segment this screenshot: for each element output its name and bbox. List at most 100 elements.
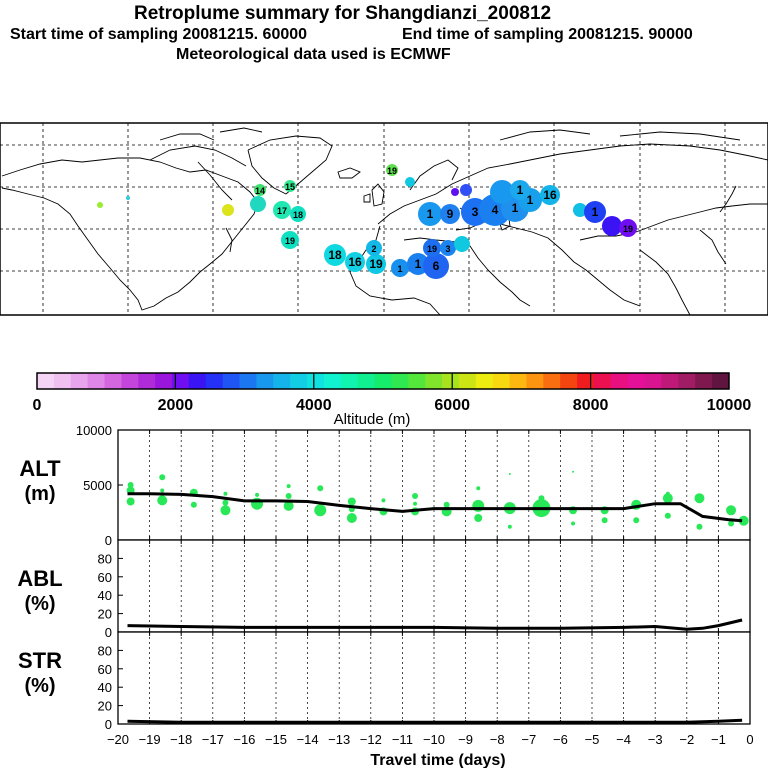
- str-panel: 0 20 40 60 80 STR(%): [18, 631, 751, 732]
- plume-marker: [250, 196, 266, 212]
- alt-point: [571, 521, 576, 526]
- colorbar-cell: [458, 373, 477, 389]
- plume-marker: [222, 204, 234, 216]
- alt-point: [474, 514, 483, 522]
- abl-line: [127, 618, 743, 631]
- plume-marker: [391, 259, 409, 277]
- alt-point: [381, 498, 386, 503]
- alt-point: [347, 497, 356, 506]
- plume-label: 15: [285, 182, 295, 192]
- x-tick-label: −3: [648, 732, 663, 747]
- plume-marker: [290, 206, 306, 222]
- colorbar-cell: [627, 373, 646, 389]
- alt-point: [696, 523, 703, 530]
- alt-point: [633, 517, 640, 524]
- x-tick-label: −17: [202, 732, 224, 747]
- colorbar-cell: [222, 373, 241, 389]
- alt-point: [443, 501, 450, 508]
- alt-point: [664, 512, 671, 519]
- colorbar-cell: [138, 373, 156, 389]
- y-tick-label: 40: [98, 588, 112, 603]
- x-tick-label: −12: [360, 732, 382, 747]
- plume-label: 1: [527, 193, 534, 207]
- alt-point: [220, 505, 231, 516]
- x-tick-label: −1: [711, 732, 726, 747]
- plume-marker: [510, 180, 530, 200]
- travel-time-axis: −20 −19 −18 −17 −16 −15 −14 −13 −12 −11 −10 −9 −8 −7−…: [107, 732, 754, 768]
- plume-label: 3: [445, 244, 450, 254]
- colorbar-cell: [290, 373, 308, 389]
- alt-point: [412, 493, 419, 499]
- plume-marker: [423, 253, 449, 279]
- plume-marker: [460, 184, 472, 196]
- colorbar-cell: [172, 373, 190, 389]
- colorbar-tick-label: 10000: [707, 397, 752, 414]
- colorbar-cell: [273, 373, 291, 389]
- y-axis-unit: (%): [24, 675, 55, 697]
- colorbar-cell: [425, 373, 443, 389]
- plume-label: 18: [328, 248, 342, 262]
- plume-marker: [418, 202, 442, 226]
- x-tick-label: −18: [170, 732, 192, 747]
- x-tick-label: −19: [139, 732, 161, 747]
- y-tick-label: 0: [105, 625, 112, 640]
- x-tick-label: 0: [746, 732, 753, 747]
- colorbar-cell: [188, 373, 207, 389]
- y-tick-label: 40: [98, 680, 112, 695]
- alt-point: [222, 499, 229, 506]
- page-title: Retroplume summary for Shangdianzi_20081…: [134, 3, 552, 24]
- colorbar-cell: [104, 373, 122, 389]
- alt-point: [728, 520, 735, 527]
- y-axis-label: ALT: [19, 456, 61, 481]
- colorbar-cell: [577, 373, 595, 389]
- plume-marker: [440, 240, 456, 256]
- y-tick-label: 10000: [76, 423, 112, 438]
- plume-marker: [281, 231, 299, 249]
- y-axis-unit: (%): [24, 593, 55, 615]
- plume-marker: [451, 188, 459, 196]
- y-axis-label: ABL: [17, 566, 62, 591]
- colorbar-cell: [644, 373, 662, 389]
- colorbar-cell: [712, 373, 730, 389]
- alt-point: [317, 485, 324, 492]
- end-time-label: End time of sampling 20081215. 90000: [402, 26, 693, 43]
- plume-label: 16: [348, 255, 362, 269]
- alt-point: [508, 473, 511, 475]
- alt-point: [726, 505, 737, 516]
- colorbar-cell: [374, 373, 392, 389]
- alt-point: [346, 513, 357, 523]
- x-axis-label: Travel time (days): [370, 752, 505, 768]
- alt-point: [572, 470, 575, 473]
- colorbar-cell: [678, 373, 696, 389]
- colorbar-cell: [509, 373, 527, 389]
- colorbar-cell: [695, 373, 713, 389]
- plume-marker: [540, 185, 560, 205]
- y-tick-label: 80: [98, 551, 112, 566]
- plume-marker: [324, 244, 346, 266]
- y-axis-label: STR: [18, 648, 62, 673]
- plume-label: 19: [387, 166, 397, 176]
- colorbar-cell: [256, 373, 274, 389]
- x-tick-label: −9: [458, 732, 473, 747]
- colorbar-cell: [408, 373, 426, 389]
- colorbar-cell: [53, 373, 72, 389]
- alt-point: [662, 493, 673, 504]
- plume-label: 1: [397, 264, 402, 274]
- colorbar-cell: [121, 373, 139, 389]
- plume-label: 14: [255, 186, 265, 196]
- alt-point: [286, 484, 291, 489]
- colorbar-cell: [610, 373, 629, 389]
- alt-point: [738, 515, 749, 526]
- colorbar-cell: [543, 373, 561, 389]
- y-tick-label: 20: [98, 607, 112, 622]
- x-tick-label: −11: [392, 732, 413, 747]
- plume-label: 18: [293, 210, 303, 220]
- plume-marker: [97, 202, 103, 208]
- plume-marker: [573, 203, 587, 217]
- plume-marker: [345, 252, 365, 272]
- plume-label: 19: [285, 236, 295, 246]
- colorbar-label: Altitude (m): [334, 411, 411, 428]
